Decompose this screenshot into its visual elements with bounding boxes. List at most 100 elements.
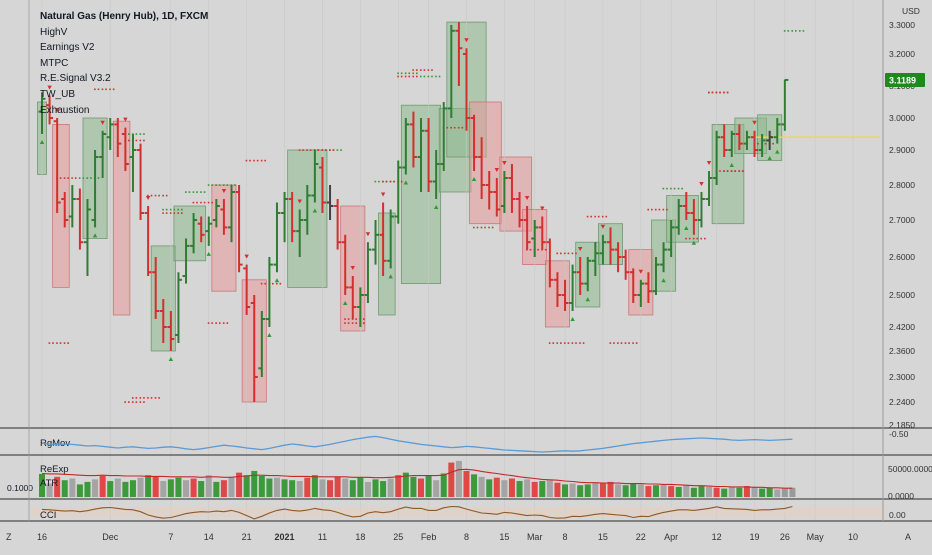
ohlc-bar: [250, 295, 258, 402]
signal-dot-red: [158, 194, 160, 197]
indicator-label[interactable]: Earnings V2: [40, 42, 95, 54]
ohlc-bar: [493, 178, 501, 217]
signal-dot-red: [139, 401, 142, 403]
rexp-volume-bar: [637, 484, 644, 497]
indicator-label[interactable]: MTPC: [40, 57, 69, 69]
signal-dot-red: [560, 252, 562, 255]
ohlc-bar: [228, 185, 235, 243]
signal-dot-red: [397, 75, 399, 78]
signal-dot-red: [556, 342, 559, 344]
rexp-volume-bar: [584, 484, 591, 497]
signal-dot-red: [200, 201, 202, 204]
rexp-volume-bar: [39, 473, 45, 497]
down-arrow: [123, 117, 128, 122]
indicator-label[interactable]: Exhaustion: [40, 104, 90, 116]
signal-dot-red: [94, 88, 96, 91]
signal-dot-red: [321, 149, 324, 151]
signal-dot-red: [666, 208, 668, 211]
signal-dot-green: [673, 187, 676, 190]
timezone-label: Z: [6, 532, 12, 542]
up-arrow: [39, 140, 45, 144]
ohlc-bar: [516, 192, 524, 228]
rexp-volume-bar: [167, 479, 174, 497]
rexp-volume-bar: [463, 470, 470, 497]
ohlc-bar: [705, 171, 713, 206]
ohlc-bar: [713, 130, 721, 185]
signal-dot-red: [105, 88, 107, 91]
signal-dot-red: [696, 237, 699, 240]
signal-dot-red: [162, 194, 164, 197]
signal-dot-green: [662, 187, 665, 190]
indicator-label[interactable]: TW_UB: [40, 88, 75, 100]
cci-band: [30, 507, 883, 517]
down-arrow: [350, 266, 355, 270]
cci-value: 0.00: [889, 510, 906, 520]
ohlc-bar: [76, 188, 84, 250]
signal-dot-red: [529, 248, 532, 251]
signal-dot-red: [101, 88, 104, 91]
rexp-volume-bar: [76, 484, 83, 497]
rexp-volume-bar: [554, 482, 561, 497]
chart-title[interactable]: Natural Gas (Henry Hub), 1D, FXCM: [40, 11, 209, 22]
ohlc-bar: [372, 220, 380, 265]
down-arrow: [752, 120, 757, 125]
rexp-volume-bar: [213, 481, 220, 497]
signal-dot-red: [344, 322, 346, 324]
rexp-volume-bar: [524, 479, 531, 497]
ohlc-bar: [379, 202, 387, 276]
down-arrow: [577, 247, 583, 251]
ohlc-bar: [144, 206, 152, 276]
signal-dot-red: [582, 342, 585, 344]
rexp-volume-bar: [531, 481, 538, 497]
price-tick-label: 2.7000: [889, 215, 915, 225]
signal-dot-red: [708, 91, 710, 94]
signal-dot-red: [461, 126, 464, 129]
signal-dot-red: [575, 342, 577, 344]
indicator-label[interactable]: R.E.Signal V3.2: [40, 73, 111, 85]
rexp-volume-bar: [357, 477, 364, 497]
signal-dot-red: [613, 342, 615, 344]
signal-dot-green: [78, 177, 81, 179]
down-arrow: [221, 189, 227, 193]
signal-dot-red: [723, 170, 725, 172]
price-tick-label: 3.3000: [889, 20, 915, 30]
ohlc-bar: [675, 199, 683, 235]
signal-dot-red: [385, 180, 388, 183]
up-arrow: [767, 156, 772, 160]
signal-dot-red: [476, 226, 479, 229]
signal-dot-red: [181, 212, 183, 214]
ohlc-bar: [182, 238, 190, 284]
ohlc-bar: [197, 216, 205, 243]
rexp-volume-bar: [205, 475, 212, 497]
signal-dot-red: [177, 212, 180, 214]
ohlc-bar: [447, 25, 455, 118]
signal-dot-red: [571, 252, 574, 255]
ohlc-bar: [212, 199, 220, 228]
signal-dot-red: [63, 177, 66, 179]
ohlc-bar: [599, 234, 607, 265]
date-tick-label: 2021: [275, 532, 295, 542]
ohlc-bar: [766, 130, 774, 150]
signal-dot-green: [438, 75, 441, 78]
signal-dot-red: [416, 69, 418, 71]
date-tick-label: Dec: [102, 532, 119, 542]
rexp-volume-bar: [258, 476, 265, 497]
ohlc-bar: [99, 130, 107, 178]
signal-dot-red: [249, 159, 251, 162]
down-arrow: [47, 85, 52, 90]
signal-dot-red: [526, 248, 528, 251]
rexp-volume-bar: [334, 476, 341, 497]
signal-dot-red: [332, 149, 335, 151]
signal-dot-red: [609, 342, 612, 344]
signal-dot-red: [719, 91, 721, 94]
signal-dot-red: [344, 318, 346, 320]
signal-dot-red: [400, 75, 403, 78]
indicator-label[interactable]: HighV: [40, 26, 68, 38]
signal-dot-red: [309, 149, 312, 151]
price-tick-label: 2.3000: [889, 372, 915, 382]
ohlc-bar: [46, 95, 54, 125]
ohlc-bar: [607, 227, 614, 265]
price-tick-label: 3.2000: [889, 49, 915, 59]
